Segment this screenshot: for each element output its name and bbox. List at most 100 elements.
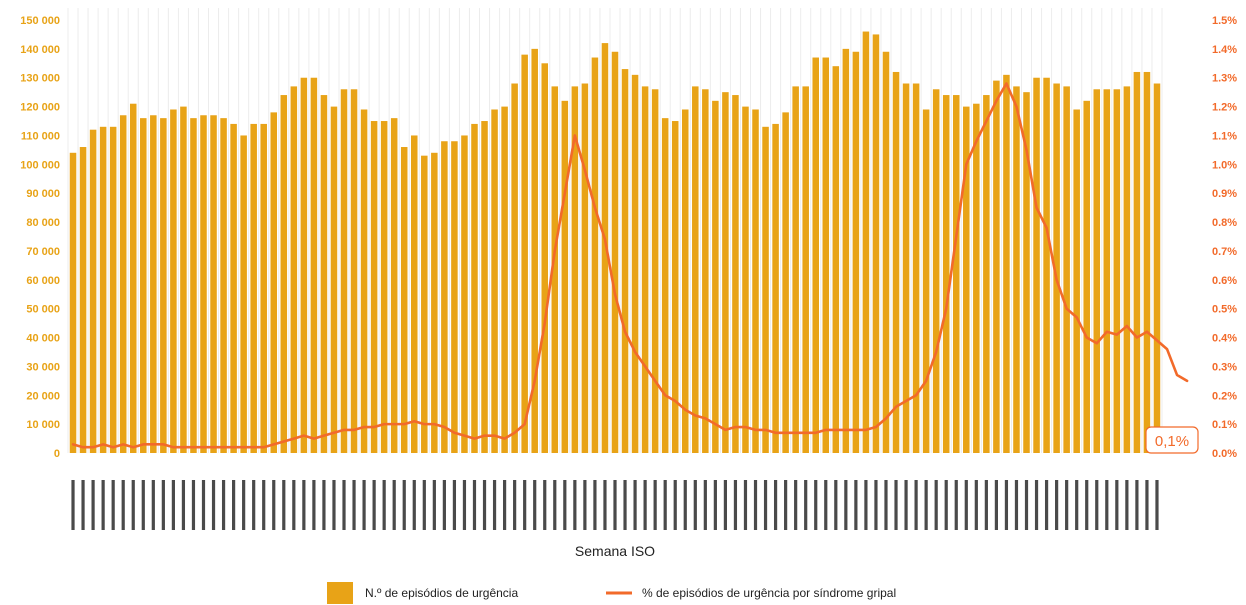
x-tick-mark-39 bbox=[462, 480, 467, 530]
x-tick-mark-23 bbox=[302, 480, 306, 530]
left-tick-label-9: 90 000 bbox=[26, 188, 60, 200]
x-tick-mark-1 bbox=[81, 480, 85, 530]
line-point-21 bbox=[282, 440, 285, 443]
bar-89 bbox=[963, 106, 970, 453]
bar-98 bbox=[1053, 83, 1060, 454]
line-point-45 bbox=[523, 423, 526, 426]
x-tick-mark-31 bbox=[382, 480, 386, 530]
line-point-61 bbox=[684, 408, 687, 411]
bar-72 bbox=[792, 86, 799, 453]
x-tick-mark-67 bbox=[743, 480, 748, 530]
left-tick-label-7: 70 000 bbox=[26, 246, 60, 258]
right-tick-label-10: 1.0% bbox=[1212, 159, 1237, 171]
bar-9 bbox=[160, 118, 167, 453]
x-tick-mark-24 bbox=[312, 480, 316, 530]
x-tick-mark-55 bbox=[623, 480, 627, 530]
x-tick-mark-6 bbox=[131, 480, 135, 530]
line-point-14 bbox=[212, 446, 215, 449]
line-point-110 bbox=[1176, 374, 1178, 376]
bar-20 bbox=[270, 112, 278, 453]
right-axis: 0.0% 0.1% 0.2% 0.3% 0.4% 0.5% 0.6% 0.7% 0.8% 0.9%… bbox=[1212, 15, 1237, 460]
line-point-41 bbox=[483, 434, 486, 437]
x-tick-mark-90 bbox=[974, 480, 978, 530]
line-point-27 bbox=[343, 429, 345, 431]
left-tick-label-5: 50 000 bbox=[26, 304, 60, 316]
line-point-94 bbox=[1015, 105, 1018, 108]
bar-83 bbox=[902, 83, 910, 454]
bar-102 bbox=[1093, 89, 1101, 453]
bar-25 bbox=[320, 95, 328, 453]
line-point-87 bbox=[945, 307, 948, 310]
bar-59 bbox=[661, 118, 669, 453]
bar-68 bbox=[752, 109, 759, 453]
line-point-64 bbox=[714, 423, 717, 426]
bar-46 bbox=[531, 48, 538, 453]
left-tick-label-12: 120 000 bbox=[20, 102, 60, 114]
line-point-86 bbox=[935, 351, 938, 353]
left-tick-label-11: 110 000 bbox=[21, 130, 60, 142]
line-point-8 bbox=[152, 443, 155, 446]
bar-3 bbox=[99, 126, 107, 453]
bar-42 bbox=[491, 109, 498, 453]
x-tick-mark-62 bbox=[693, 480, 697, 530]
x-tick-mark-74 bbox=[814, 480, 818, 530]
line-point-91 bbox=[985, 120, 988, 122]
line-point-2 bbox=[92, 446, 94, 449]
x-tick-mark-59 bbox=[663, 480, 667, 530]
bar-6 bbox=[129, 103, 137, 454]
bar-22 bbox=[290, 86, 298, 453]
line-point-36 bbox=[433, 423, 436, 426]
line-point-73 bbox=[804, 431, 807, 434]
line-point-11 bbox=[182, 446, 185, 449]
line-point-56 bbox=[634, 351, 636, 353]
x-tick-mark-76 bbox=[834, 480, 838, 530]
bar-14 bbox=[210, 115, 217, 453]
x-tick-mark-94 bbox=[1014, 480, 1019, 530]
x-tick-mark-26 bbox=[332, 480, 336, 530]
callout-box bbox=[1145, 426, 1199, 454]
line-point-16 bbox=[232, 446, 235, 449]
line-point-68 bbox=[754, 429, 757, 431]
line-point-53 bbox=[604, 238, 606, 241]
x-tick-mark-17 bbox=[242, 480, 246, 530]
bar-96 bbox=[1033, 77, 1040, 453]
line-point-69 bbox=[764, 429, 767, 431]
left-tick-label-13: 130 000 bbox=[20, 73, 60, 85]
x-tick-mark-11 bbox=[181, 480, 186, 530]
bar-100 bbox=[1073, 109, 1080, 453]
line-point-9 bbox=[162, 443, 165, 446]
left-tick-label-3: 30 000 bbox=[26, 361, 60, 373]
x-tick-mark-71 bbox=[784, 480, 788, 530]
line-point-5 bbox=[122, 443, 125, 446]
line-point-97 bbox=[1045, 226, 1048, 229]
line-point-93 bbox=[1005, 82, 1008, 85]
bar-67 bbox=[742, 106, 749, 453]
x-tick-mark-99 bbox=[1065, 480, 1069, 530]
x-tick-mark-57 bbox=[643, 480, 647, 530]
bar-33 bbox=[400, 147, 408, 453]
left-tick-label-2: 20 000 bbox=[26, 390, 60, 402]
line-point-28 bbox=[353, 429, 355, 431]
bar-26 bbox=[330, 106, 338, 453]
x-tick-mark-108 bbox=[1155, 480, 1159, 530]
x-tick-mark-78 bbox=[854, 480, 858, 530]
x-tick-mark-53 bbox=[603, 480, 607, 530]
bar-43 bbox=[501, 106, 508, 453]
line-point-100 bbox=[1075, 316, 1078, 319]
x-tick-mark-58 bbox=[653, 480, 657, 530]
line-point-39 bbox=[463, 434, 466, 437]
line-point-77 bbox=[844, 429, 847, 431]
x-tick-mark-34 bbox=[412, 480, 416, 530]
x-tick-mark-30 bbox=[372, 480, 376, 530]
line-point-72 bbox=[794, 431, 797, 434]
x-tick-mark-72 bbox=[794, 480, 798, 530]
x-tick-mark-29 bbox=[362, 480, 366, 530]
line-point-90 bbox=[975, 140, 978, 143]
x-tick-mark-22 bbox=[292, 480, 296, 530]
x-tick-mark-83 bbox=[904, 480, 908, 530]
line-point-50 bbox=[573, 134, 576, 137]
line-point-51 bbox=[583, 169, 586, 172]
left-tick-label-8: 80 000 bbox=[26, 217, 60, 229]
bar-31 bbox=[380, 121, 388, 454]
